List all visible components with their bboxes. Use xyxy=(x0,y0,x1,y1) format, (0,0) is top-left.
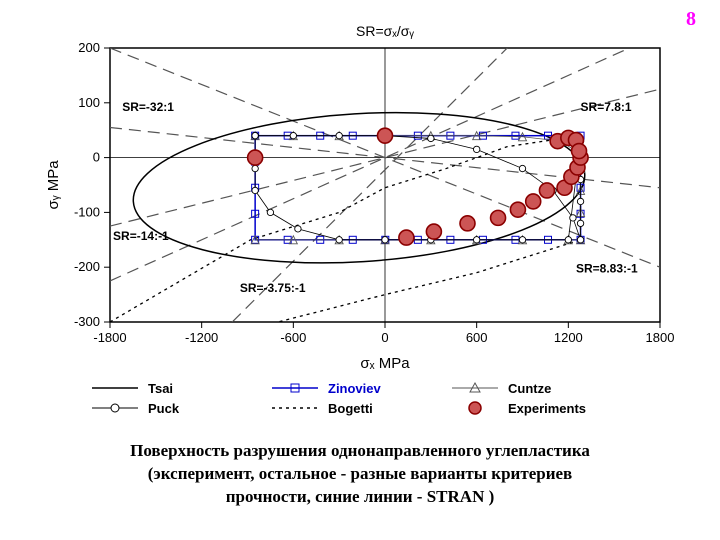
svg-text:1800: 1800 xyxy=(646,330,675,345)
svg-text:-600: -600 xyxy=(280,330,306,345)
svg-text:200: 200 xyxy=(78,40,100,55)
svg-text:0: 0 xyxy=(381,330,388,345)
chart-legend: TsaiZinovievCuntze PuckBogettiExperiments xyxy=(90,378,630,418)
legend-item-cuntze: Cuntze xyxy=(450,378,630,398)
legend-item-tsai: Tsai xyxy=(90,378,270,398)
caption-line: прочности, синие линии - STRAN ) xyxy=(226,487,495,506)
page-number: 8 xyxy=(686,8,696,31)
svg-text:SR=σₓ/σᵧ: SR=σₓ/σᵧ xyxy=(356,23,414,39)
svg-text:SR=-32:1: SR=-32:1 xyxy=(122,100,174,114)
failure-envelope-chart: -1800 -1200 -600 0 600 1200 1800 -300 -200 -100 0 1… xyxy=(40,20,680,400)
svg-text:σᵧ MPa: σᵧ MPa xyxy=(45,160,62,210)
svg-text:1200: 1200 xyxy=(554,330,583,345)
legend-item-zinoviev: Zinoviev xyxy=(270,378,450,398)
svg-text:SR=-14:-1: SR=-14:-1 xyxy=(113,229,169,243)
svg-text:-1800: -1800 xyxy=(93,330,126,345)
legend-item-experiments: Experiments xyxy=(450,398,630,418)
svg-text:0: 0 xyxy=(93,150,100,165)
svg-text:-100: -100 xyxy=(74,204,100,219)
caption-line: Поверхность разрушения однонаправленного… xyxy=(130,441,590,460)
legend-item-puck: Puck xyxy=(90,398,270,418)
svg-text:SR=7.8:1: SR=7.8:1 xyxy=(581,100,632,114)
svg-text:SR=-3.75:-1: SR=-3.75:-1 xyxy=(240,281,306,295)
legend-item-bogetti: Bogetti xyxy=(270,398,450,418)
caption-line: (эксперимент, остальное - разные вариант… xyxy=(148,464,572,483)
svg-text:-1200: -1200 xyxy=(185,330,218,345)
svg-text:100: 100 xyxy=(78,95,100,110)
svg-text:σₓ MPa: σₓ MPa xyxy=(360,355,410,372)
svg-text:-200: -200 xyxy=(74,259,100,274)
svg-text:600: 600 xyxy=(466,330,488,345)
svg-text:SR=8.83:-1: SR=8.83:-1 xyxy=(576,262,638,276)
caption: Поверхность разрушения однонаправленного… xyxy=(40,440,680,509)
svg-text:-300: -300 xyxy=(74,314,100,329)
